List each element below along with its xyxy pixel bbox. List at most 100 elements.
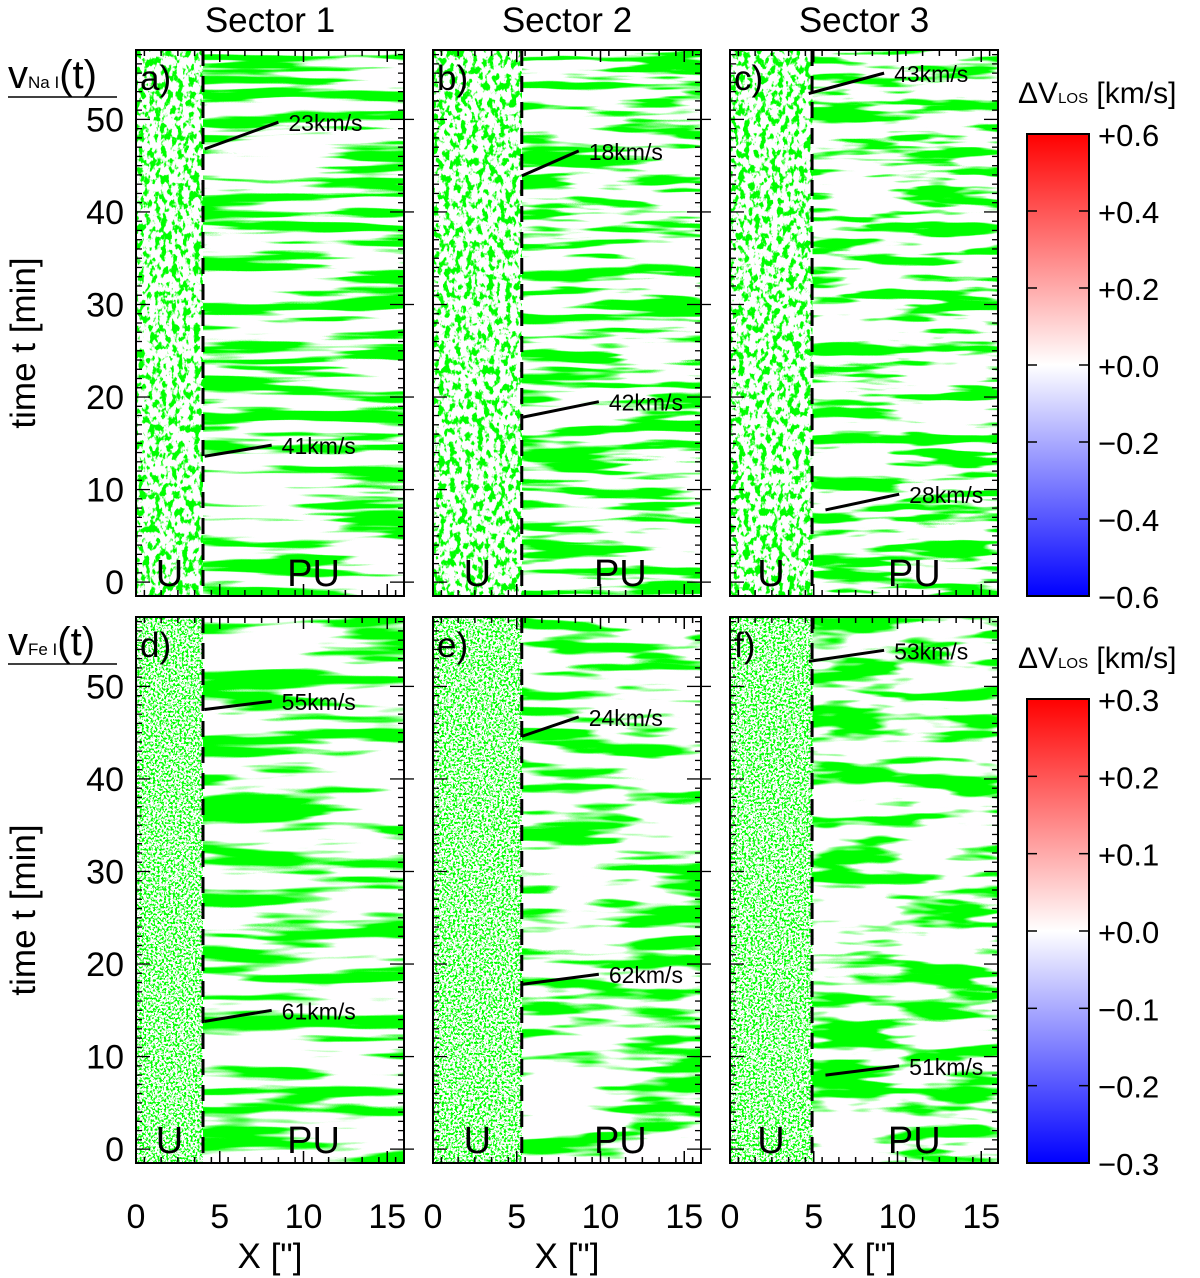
row-label: vFe I(t) [8,620,117,665]
x-tick-label: 5 [507,1198,526,1236]
x-axis-title: X ["] [535,1237,600,1276]
speed-slope-line [204,699,272,712]
penumbra-label: PU [888,553,941,595]
panel-letter: a) [140,59,171,98]
x-tick-label: 15 [962,1198,1000,1236]
row-label-text: vFe I(t) [8,620,95,664]
colorbar-tick-label: −0.2 [1098,426,1159,461]
panel-f: 53km/s 51km/s f) U PU 0 5 10 15 [721,616,1000,1236]
colorbar-title: ΔVLOS [km/s] [1018,642,1176,675]
panel-letter: d) [140,626,171,665]
umbra-label: U [464,1120,491,1162]
column-title: Sector 1 [205,1,335,40]
speed-slope-line [204,443,272,458]
colorbar-tick-label: +0.6 [1098,118,1159,153]
penumbra-label: PU [287,1120,340,1162]
penumbra-label: PU [594,553,647,595]
y-axis-title: time t [min] [4,824,43,995]
colorbar-tick-label: +0.2 [1098,272,1159,307]
speed-slope-line [204,120,279,151]
y-tick-label: 10 [86,472,124,510]
speed-label: 18km/s [589,139,663,165]
x-tick-label: 10 [582,1198,620,1236]
panel-b: 18km/s 42km/s b) U PU [432,49,711,597]
panel-c: 43km/s 28km/s c) U PU [729,49,999,597]
row-1: 23km/s 41km/s a) U PU 0 10 20 30 40 50 18km/s 42km/s… [4,49,1176,615]
speed-label: 55km/s [282,689,356,715]
x-tick-label: 0 [424,1198,443,1236]
speed-label: 42km/s [609,390,683,416]
umbra-label: U [156,1120,183,1162]
colorbar-tick-label: +0.3 [1098,683,1159,718]
umbra-label: U [757,1120,784,1162]
umbra-label: U [757,553,784,595]
x-tick-label: 0 [721,1198,740,1236]
umbra-label: U [156,553,183,595]
colorbar-tick-label: −0.6 [1098,580,1159,615]
x-tick-label: 15 [368,1198,406,1236]
y-tick-label: 20 [86,946,124,984]
colorbar-tick-label: +0.4 [1098,195,1159,230]
speed-label: 53km/s [894,638,968,664]
y-tick-label: 30 [86,853,124,891]
y-tick-label: 30 [86,286,124,324]
y-tick-label: 50 [86,101,124,139]
colorbar: ΔVLOS [km/s] +0.3 +0.2 +0.1 +0.0 −0.1 −0.2 −0.3 [1018,642,1176,1182]
colorbar: ΔVLOS [km/s] +0.6 +0.4 +0.2 +0.0 −0.2 −0.4 −0.6 [1018,77,1176,615]
speed-slope-line [521,715,580,738]
column-title: Sector 3 [799,1,929,40]
y-tick-label: 40 [86,761,124,799]
umbra-field [730,50,813,596]
speed-slope-line [521,149,580,178]
speed-label: 43km/s [894,61,968,87]
heatmap-image [136,50,404,596]
x-tick-label: 10 [879,1198,917,1236]
panel-d: 55km/s 61km/s d) U PU 0 5 10 15 0 10 20 30 40 50 [86,616,414,1236]
x-axis-title: X ["] [832,1237,897,1276]
x-tick-label: 0 [127,1198,146,1236]
umbra-field [433,617,522,1163]
colorbar-tick-label: −0.1 [1098,992,1159,1027]
row-label-text: vNa I(t) [8,53,97,97]
umbra-field [433,50,522,596]
y-tick-label: 40 [86,194,124,232]
x-tick-label: 10 [285,1198,323,1236]
colorbar-gradient [1026,133,1090,597]
panel-letter: e) [437,626,468,665]
heatmap-image [433,617,701,1163]
x-tick-label: 15 [665,1198,703,1236]
umbra-field [136,50,203,596]
penumbra-label: PU [594,1120,647,1162]
colorbar-tick-label: −0.4 [1098,503,1159,538]
speed-slope-line [521,400,600,419]
heatmap-image [433,50,701,596]
penumbra-label: PU [888,1120,941,1162]
heatmap-image [730,50,998,596]
y-axis-title: time t [min] [4,257,43,428]
colorbar-tick-label: +0.0 [1098,349,1159,384]
y-tick-label: 0 [105,564,124,602]
panel-letter: b) [437,59,468,98]
colorbar-tick-label: −0.2 [1098,1070,1159,1105]
colorbar-tick-label: +0.0 [1098,915,1159,950]
x-tick-label: 5 [804,1198,823,1236]
colorbar-tick-label: −0.3 [1098,1147,1159,1182]
speed-label: 51km/s [909,1054,983,1080]
x-axis-title: X ["] [238,1237,303,1276]
umbra-field [136,617,203,1163]
speed-label: 23km/s [288,110,362,136]
speed-slope-line [825,1064,900,1077]
row-label: vNa I(t) [8,53,117,98]
column-title: Sector 2 [502,1,632,40]
umbra-label: U [464,553,491,595]
panel-letter: c) [734,59,763,98]
panel-letter: f) [734,626,755,665]
heatmap-image [136,617,404,1163]
panel-e: 24km/s 62km/s e) U PU 0 5 10 15 [424,616,711,1236]
colorbar-title: ΔVLOS [km/s] [1018,77,1176,110]
speed-slope-line [808,71,885,95]
y-tick-label: 50 [86,668,124,706]
umbra-field [730,617,813,1163]
speed-label: 28km/s [909,482,983,508]
